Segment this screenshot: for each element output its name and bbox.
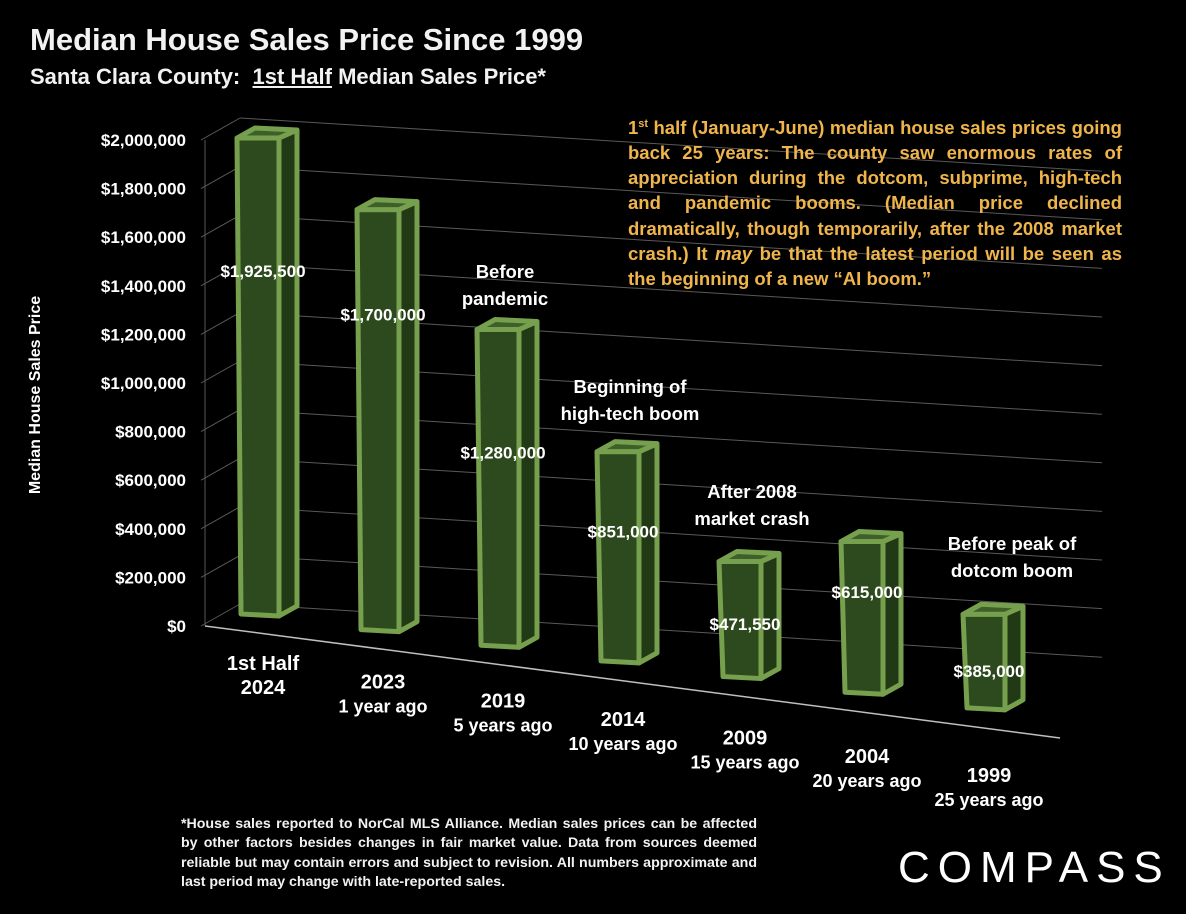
annotation: After 2008 <box>707 481 796 502</box>
data-label: $615,000 <box>832 583 903 602</box>
chart-title: Median House Sales Price Since 1999 <box>30 22 584 57</box>
x-tick-label: 1st Half <box>227 653 300 675</box>
data-label: $471,550 <box>710 615 781 634</box>
gridline-side <box>200 263 241 287</box>
bar-side <box>1002 603 1026 713</box>
bar-top <box>474 317 540 333</box>
data-label: $1,925,500 <box>220 262 305 281</box>
desc-lead: 1 <box>628 117 639 138</box>
gridline-side <box>200 360 241 384</box>
bar-top <box>234 125 300 141</box>
bar-side <box>880 531 904 697</box>
gridline-side <box>200 554 241 578</box>
compass-logo: COMPASS <box>898 843 1171 892</box>
x-tick-sublabel: 10 years ago <box>568 734 677 754</box>
gridline-side <box>200 311 241 335</box>
bar-front <box>594 449 642 666</box>
bar-top <box>354 197 420 213</box>
bar-top <box>594 439 660 455</box>
footnote: *House sales reported to NorCal MLS Alli… <box>181 816 757 891</box>
gridline-side <box>200 214 241 238</box>
x-tick-label: 2019 <box>481 690 526 712</box>
description-text: 1st half (January-June) median house sal… <box>628 115 1122 291</box>
bar-side <box>276 127 300 619</box>
x-tick-sublabel: 20 years ago <box>812 771 921 791</box>
bar <box>594 439 660 666</box>
annotation: Before peak of <box>948 533 1077 554</box>
annotation: market crash <box>694 508 809 529</box>
bar <box>354 197 420 635</box>
bar-front <box>234 135 282 619</box>
y-tick-label: $1,200,000 <box>101 325 186 344</box>
annotation: high-tech boom <box>561 403 700 424</box>
bar <box>960 601 1026 713</box>
bar-front <box>474 327 522 650</box>
gridline-side <box>200 409 241 433</box>
x-tick-label: 2023 <box>361 672 406 694</box>
data-label: $1,280,000 <box>460 443 545 462</box>
x-tick-label: 2009 <box>723 728 768 750</box>
data-label: $851,000 <box>588 522 659 541</box>
x-tick-sublabel: 2024 <box>241 677 286 699</box>
bar <box>838 529 904 697</box>
gridline <box>239 166 1103 221</box>
subtitle-suffix: Median Sales Price* <box>338 64 546 89</box>
annotation: Beginning of <box>573 376 687 397</box>
y-tick-label: $1,000,000 <box>101 374 186 393</box>
x-tick-sublabel: 15 years ago <box>690 753 799 773</box>
bar-side <box>636 441 660 666</box>
annotation: dotcom boom <box>951 560 1073 581</box>
bar-side <box>516 319 540 650</box>
bar-top <box>716 548 782 564</box>
y-tick-label: $600,000 <box>115 471 186 490</box>
x-tick-label: 2014 <box>601 709 646 731</box>
y-tick-label: $0 <box>167 617 186 636</box>
data-label: $1,700,000 <box>340 306 425 325</box>
chart-subtitle: Santa Clara County: 1st Half Median Sale… <box>30 64 546 90</box>
y-tick-label: $400,000 <box>115 520 186 539</box>
bar-top <box>960 601 1026 617</box>
subtitle-prefix: Santa Clara County: <box>30 64 241 89</box>
bar-front <box>354 207 402 635</box>
bar-side <box>396 199 420 635</box>
x-tick-sublabel: 25 years ago <box>934 790 1043 810</box>
bar-top <box>838 529 904 545</box>
desc-emphasis: may <box>715 242 753 264</box>
desc-part2: be that the latest period will be seen a… <box>628 242 1122 289</box>
annotation: Before <box>476 261 535 282</box>
x-tick-sublabel: 5 years ago <box>453 715 552 735</box>
annotation: pandemic <box>462 288 548 309</box>
y-tick-label: $2,000,000 <box>101 131 186 150</box>
desc-lead-sup: st <box>638 117 649 130</box>
bar <box>716 548 782 682</box>
y-tick-label: $200,000 <box>115 568 186 587</box>
gridline-side <box>200 166 241 190</box>
gridline-side <box>200 506 241 530</box>
y-tick-label: $1,600,000 <box>101 228 186 247</box>
gridline-side <box>200 457 241 481</box>
desc-part1: half (January-June) median house sales p… <box>628 117 1122 264</box>
bar <box>474 317 540 650</box>
bar <box>234 125 300 619</box>
x-tick-label: 1999 <box>967 765 1012 787</box>
bar-front <box>838 539 886 697</box>
x-tick-label: 2004 <box>845 746 890 768</box>
subtitle-underlined: 1st Half <box>252 64 332 89</box>
data-label: $385,000 <box>954 662 1025 681</box>
x-axis-line <box>204 625 1061 739</box>
y-tick-label: $1,400,000 <box>101 277 186 296</box>
y-tick-label: $1,800,000 <box>101 180 186 199</box>
y-tick-label: $800,000 <box>115 423 186 442</box>
gridline-side <box>200 117 241 141</box>
gridline <box>239 117 1103 172</box>
x-tick-sublabel: 1 year ago <box>338 697 427 717</box>
gridline-side <box>200 603 241 627</box>
y-axis-label: Median House Sales Price <box>27 296 44 494</box>
